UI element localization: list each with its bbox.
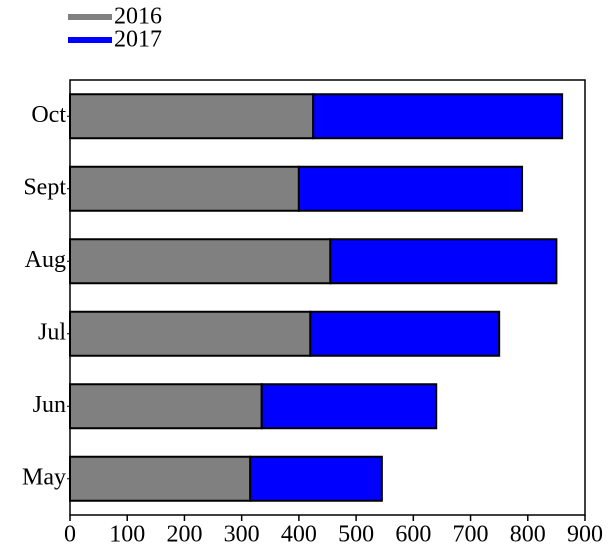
bar: [69, 93, 315, 140]
y-tick-label: Sept: [23, 174, 66, 200]
legend-label: 2016: [114, 4, 162, 30]
plot-frame: [69, 79, 586, 516]
y-tick-label: Oct: [31, 102, 66, 128]
bar: [249, 455, 383, 502]
x-tick-label: 800: [510, 522, 546, 548]
x-tick-label: 500: [338, 522, 374, 548]
legend-label: 2017: [114, 27, 162, 53]
x-tick-label: 100: [109, 522, 145, 548]
bar: [297, 165, 524, 212]
bar: [312, 93, 564, 140]
bar: [309, 310, 501, 357]
bar: [69, 238, 332, 285]
y-tick-label: Aug: [25, 247, 66, 273]
bar: [69, 165, 300, 212]
x-tick-label: 0: [64, 522, 76, 548]
bar: [69, 310, 312, 357]
x-tick-label: 900: [567, 522, 603, 548]
x-tick-label: 300: [224, 522, 260, 548]
y-tick-label: Jun: [33, 392, 66, 418]
bar: [329, 238, 558, 285]
y-tick-label: Jul: [38, 319, 66, 345]
bar: [260, 383, 438, 430]
x-tick-label: 200: [166, 522, 202, 548]
y-tick-label: May: [22, 464, 66, 490]
bar: [69, 383, 263, 430]
x-tick-label: 700: [453, 522, 489, 548]
x-tick-label: 400: [281, 522, 317, 548]
x-tick-label: 600: [395, 522, 431, 548]
bar: [69, 455, 252, 502]
